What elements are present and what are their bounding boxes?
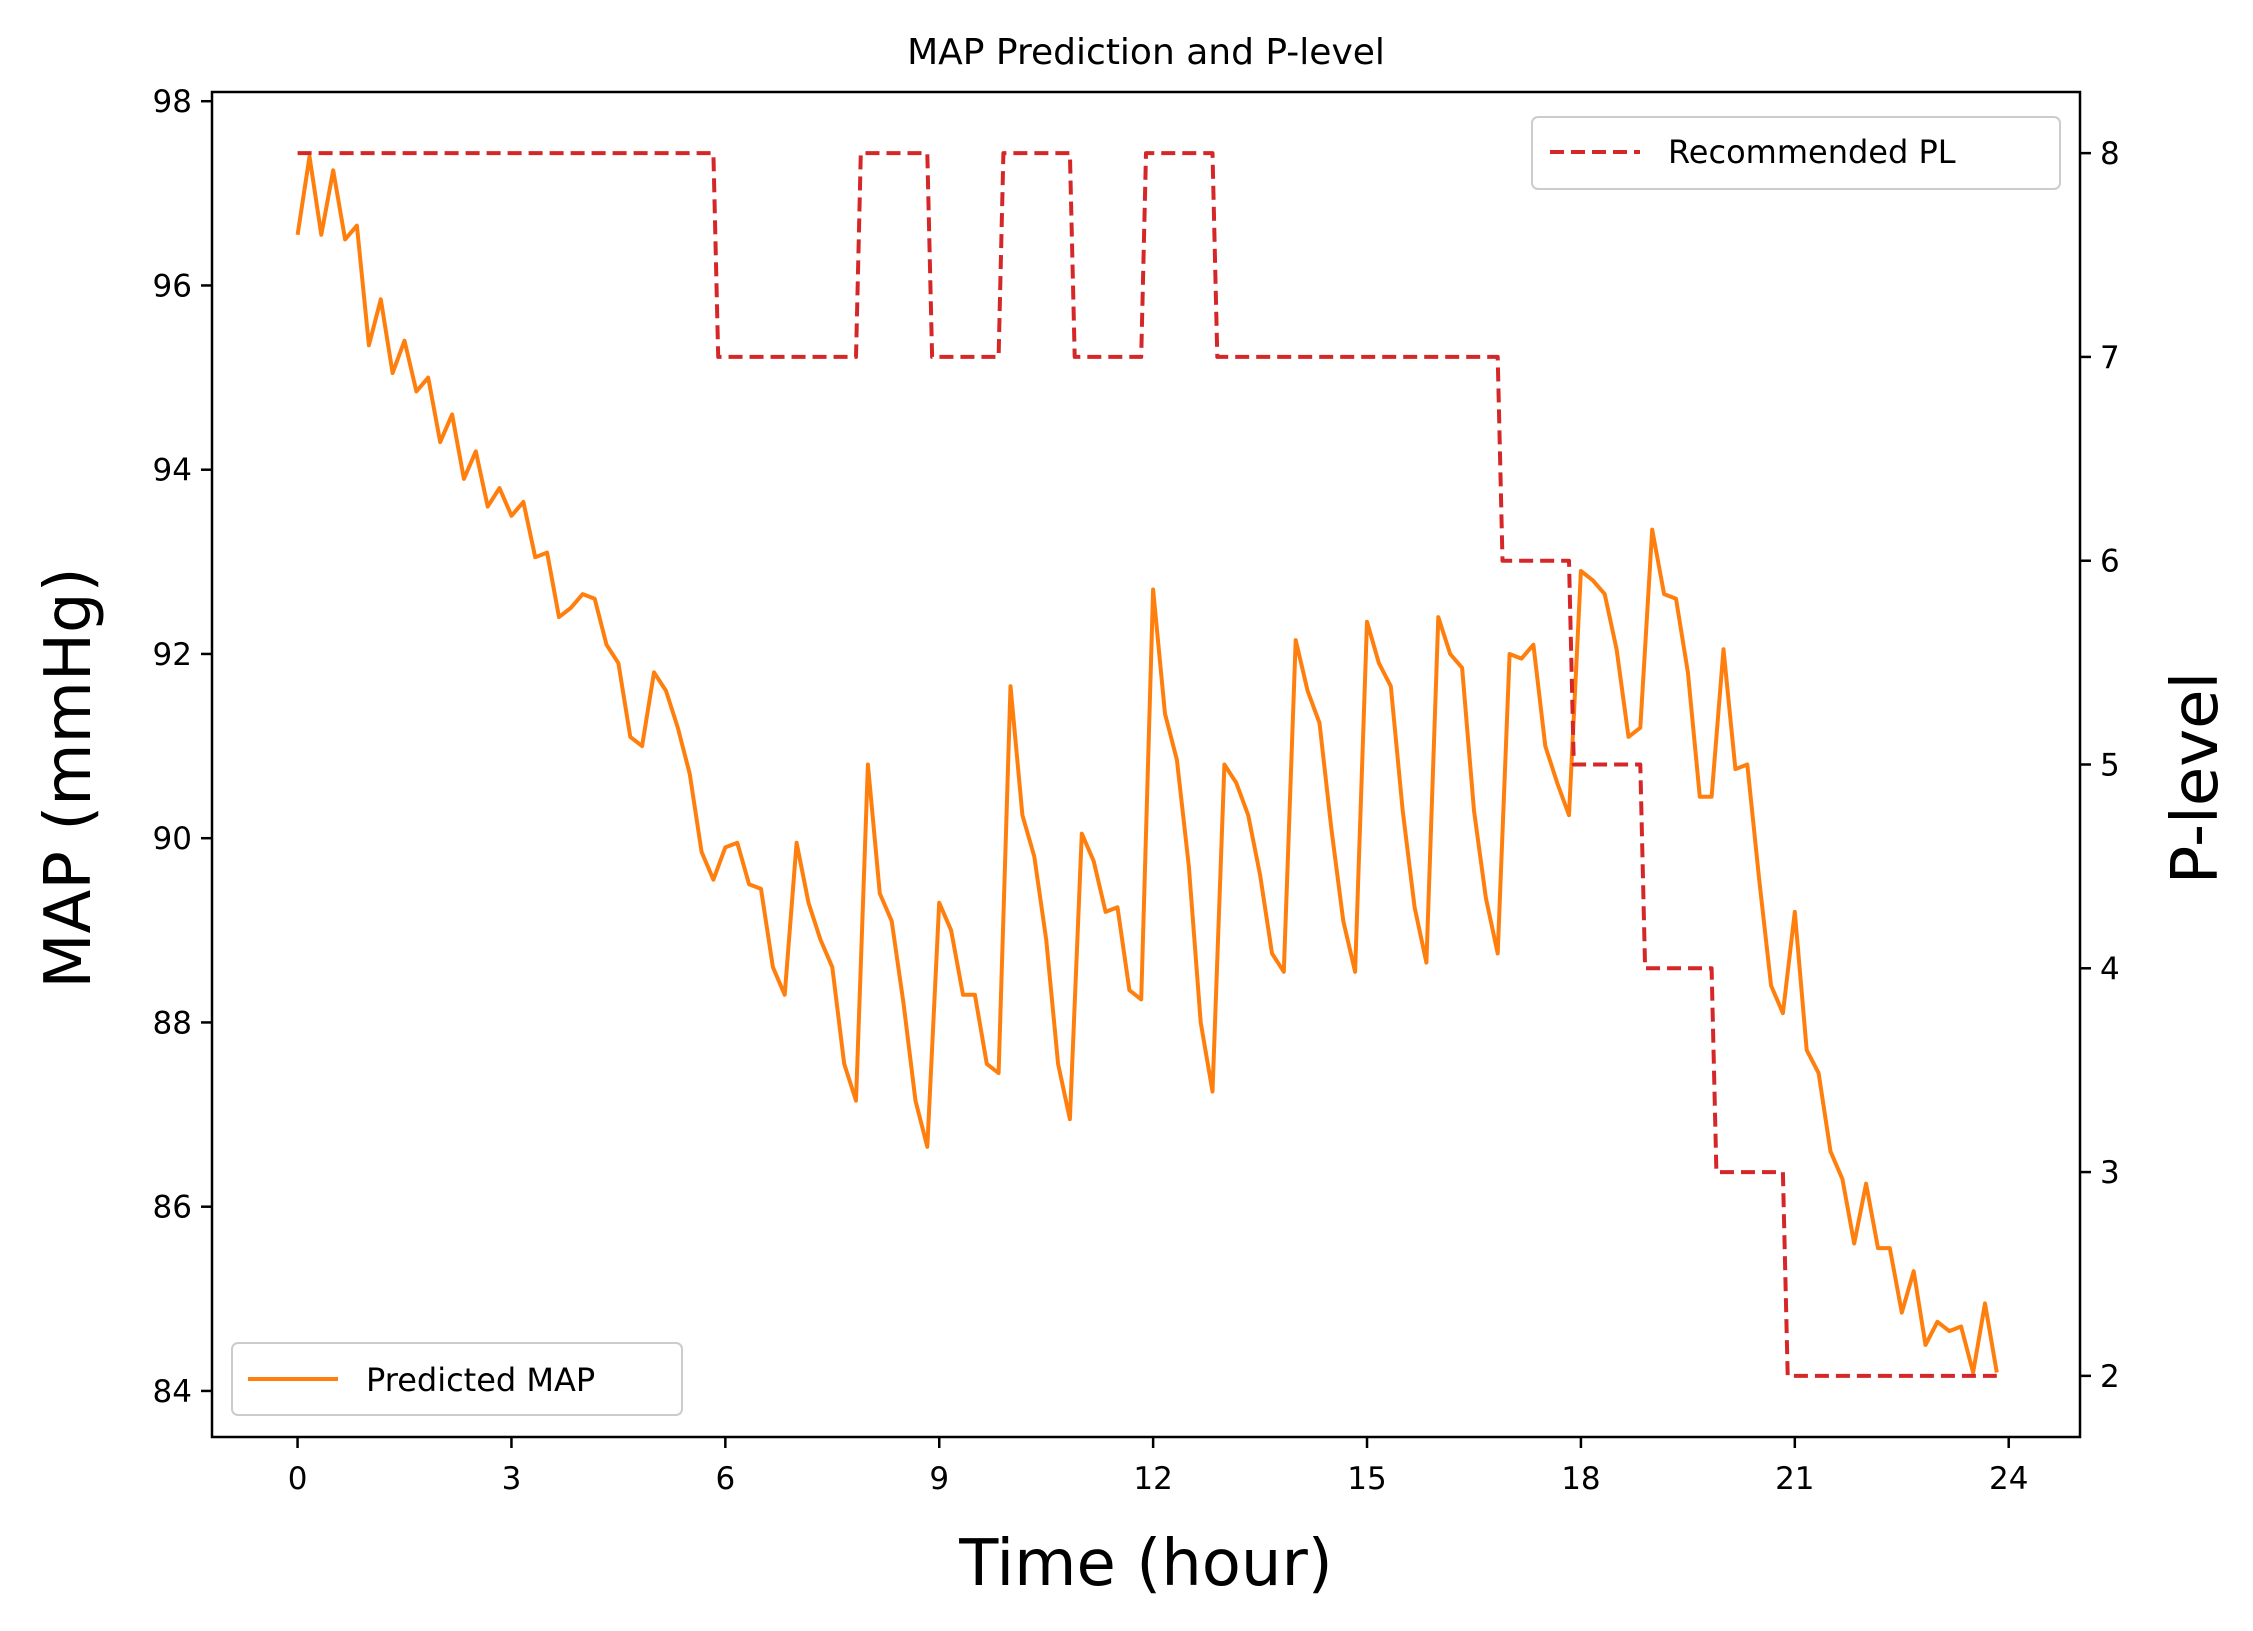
y2-tick-label: 3	[2100, 1155, 2120, 1191]
y-tick-label: 84	[153, 1374, 192, 1410]
legend-box	[1531, 116, 2061, 190]
x-tick-label: 21	[1775, 1461, 1814, 1497]
x-tick-label: 0	[288, 1461, 308, 1497]
x-tick-label: 18	[1561, 1461, 1600, 1497]
x-tick-label: 9	[929, 1461, 949, 1497]
legend-label-recommended-pl: Recommended PL	[1668, 133, 1956, 171]
y-axis-right: 2 3 4 5 6 7 8	[2080, 136, 2120, 1395]
series-line-predicted-map	[295, 154, 1999, 1375]
x-axis-label: Time (hour)	[958, 1527, 1333, 1601]
x-tick-label: 3	[502, 1461, 522, 1497]
y2-tick-label: 7	[2100, 340, 2120, 376]
y-axis-left: 84 86 88 90 92 94 96 98	[153, 84, 212, 1410]
y2-tick-label: 4	[2100, 951, 2120, 987]
legend-box	[231, 1342, 683, 1416]
x-tick-label: 12	[1133, 1461, 1172, 1497]
y-tick-label: 96	[153, 268, 192, 304]
y2-tick-label: 5	[2100, 748, 2120, 784]
y-tick-label: 88	[153, 1005, 192, 1041]
x-tick-label: 24	[1989, 1461, 2028, 1497]
series-line-recommended-pl	[297, 151, 1997, 1378]
y-axis-label: MAP (mmHg)	[32, 567, 106, 988]
plot-area	[295, 151, 1999, 1378]
y-tick-label: 98	[153, 84, 192, 120]
y-tick-label: 90	[153, 821, 192, 857]
y2-axis-label: P-level	[2159, 672, 2233, 884]
chart-title: MAP Prediction and P-level	[907, 32, 1385, 73]
legend-predicted-map: Predicted MAP	[231, 1342, 683, 1416]
x-tick-label: 6	[715, 1461, 735, 1497]
y-tick-label: 92	[153, 637, 192, 673]
x-tick-label: 15	[1347, 1461, 1386, 1497]
y-tick-label: 94	[153, 453, 192, 489]
x-axis: 0 3 6 9 12 15 18 21 24	[288, 1437, 2028, 1497]
legend-label-predicted-map: Predicted MAP	[366, 1361, 595, 1399]
y2-tick-label: 6	[2100, 544, 2120, 580]
y-tick-label: 86	[153, 1190, 192, 1226]
y2-tick-label: 8	[2100, 136, 2120, 172]
y2-tick-label: 2	[2100, 1359, 2120, 1395]
legend-recommended-pl: Recommended PL	[1531, 116, 2061, 190]
